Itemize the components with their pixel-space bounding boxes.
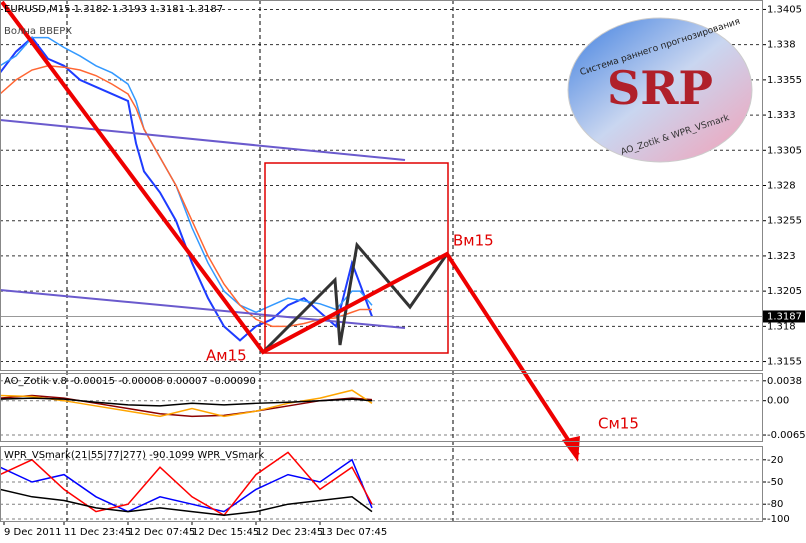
x-tick-label: 11 Dec 23:45 <box>64 527 131 538</box>
y-tick-label: -0.00656 <box>767 430 806 441</box>
y-tick-label: 1.323 <box>767 251 796 262</box>
y-tick-label: 0.0038 <box>767 376 802 387</box>
y-tick-label: 1.3155 <box>767 357 802 368</box>
zigzag <box>263 241 449 352</box>
arrow-head <box>562 436 580 462</box>
y-tick-label: 1.338 <box>767 40 796 51</box>
y-tick-label: 1.3255 <box>767 216 802 227</box>
y-tick-label: 1.3205 <box>767 286 802 297</box>
panel-frame <box>0 0 763 371</box>
chart-title: EURUSD,M15 1.3182 1.3193 1.3181 1.3187 <box>4 4 223 15</box>
series-line <box>0 389 373 418</box>
trend-line <box>0 119 406 161</box>
x-tick-label: 9 Dec 2011 <box>4 527 62 538</box>
x-tick-label: 12 Dec 07:45 <box>128 527 195 538</box>
y-tick-label: 0.00 <box>767 396 789 407</box>
panel-frame <box>0 373 763 442</box>
panel-frame <box>0 446 763 522</box>
y-tick-label: -100 <box>767 514 790 525</box>
series-line <box>0 397 373 407</box>
last-price-box <box>763 310 805 323</box>
wave-line <box>0 0 580 457</box>
y-tick-label: 1.318 <box>767 321 796 332</box>
series-line <box>0 451 373 517</box>
series-line <box>0 458 373 513</box>
annotation: См15 <box>598 415 639 433</box>
logo-title: SRP <box>607 61 713 115</box>
y-tick-label: -80 <box>767 499 783 510</box>
y-tick-label: -50 <box>767 477 783 488</box>
annotation: Вм15 <box>453 232 494 250</box>
series-line <box>0 36 373 314</box>
last-price-label: 1.3187 <box>767 311 802 322</box>
panel-title: WPR_VSmark(21|55|77|277) -90.1099 WPR_VS… <box>4 450 264 461</box>
x-tick-label: 13 Dec 07:45 <box>320 527 387 538</box>
panel-title: AO_Zotik v.8 -0.00015 -0.00008 0.00007 -… <box>4 376 256 387</box>
y-tick-label: 1.3405 <box>767 4 802 15</box>
logo <box>567 17 753 163</box>
chart-subtitle: Волна ВВЕРХ <box>4 26 72 37</box>
x-tick-label: 12 Dec 23:45 <box>256 527 323 538</box>
y-tick-label: 1.333 <box>767 110 796 121</box>
y-tick-label: 1.328 <box>767 181 796 192</box>
y-tick-label: 1.3355 <box>767 75 802 86</box>
y-tick-label: 1.3305 <box>767 145 802 156</box>
annotation: Ам15 <box>206 347 247 365</box>
x-tick-label: 12 Dec 15:45 <box>192 527 259 538</box>
series-line <box>0 488 373 517</box>
y-tick-label: -20 <box>767 455 783 466</box>
